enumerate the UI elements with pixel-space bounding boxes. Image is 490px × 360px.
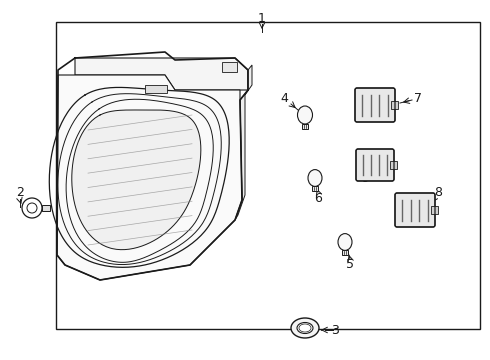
Ellipse shape xyxy=(291,318,319,338)
Polygon shape xyxy=(75,58,248,90)
Text: 4: 4 xyxy=(280,91,288,104)
Bar xyxy=(342,251,348,255)
Bar xyxy=(42,205,50,211)
Polygon shape xyxy=(72,110,201,250)
FancyBboxPatch shape xyxy=(395,193,435,227)
Text: 6: 6 xyxy=(314,192,322,204)
Bar xyxy=(222,62,237,72)
Bar xyxy=(390,161,397,169)
Text: 7: 7 xyxy=(414,91,422,104)
FancyBboxPatch shape xyxy=(355,88,395,122)
Ellipse shape xyxy=(308,170,322,186)
Bar xyxy=(312,186,318,191)
Ellipse shape xyxy=(338,234,352,251)
Text: 9: 9 xyxy=(361,171,369,184)
Text: 2: 2 xyxy=(16,186,24,199)
Bar xyxy=(56,22,480,329)
Bar xyxy=(302,124,308,129)
Bar xyxy=(431,206,438,214)
Text: 8: 8 xyxy=(434,186,442,199)
Polygon shape xyxy=(57,75,242,280)
Ellipse shape xyxy=(297,323,313,333)
Text: 1: 1 xyxy=(258,12,266,24)
Polygon shape xyxy=(235,65,252,220)
Bar xyxy=(145,85,167,93)
Ellipse shape xyxy=(297,106,313,124)
FancyBboxPatch shape xyxy=(356,149,394,181)
Bar xyxy=(391,101,398,109)
Text: 3: 3 xyxy=(331,324,339,337)
Text: 5: 5 xyxy=(346,258,354,271)
